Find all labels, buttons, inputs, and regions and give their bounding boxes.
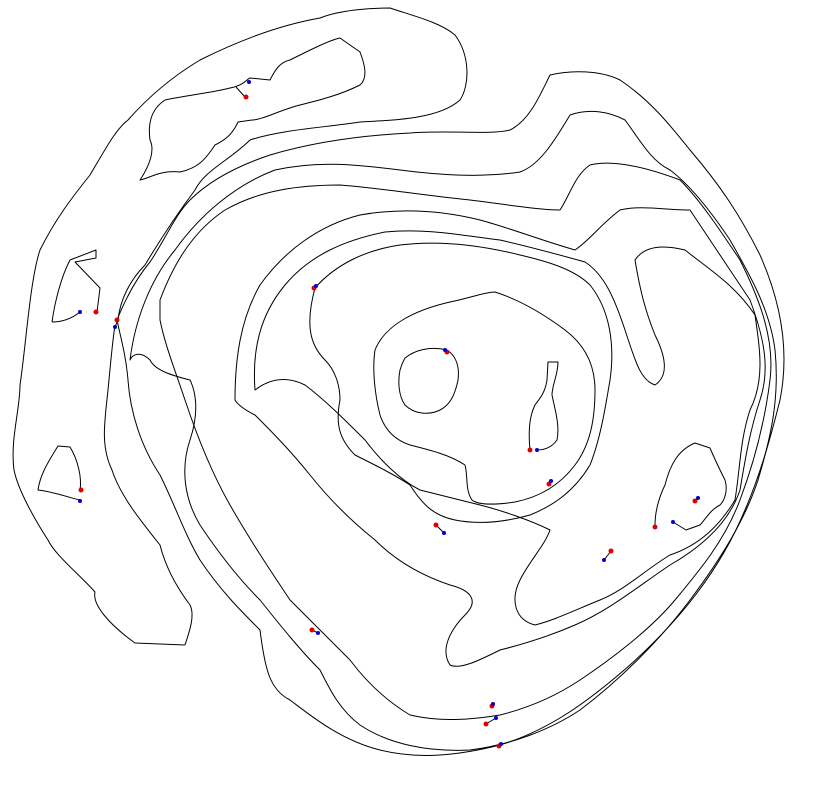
- contour-line-8: [373, 291, 596, 505]
- start-marker: [527, 447, 533, 453]
- end-marker: [314, 284, 318, 288]
- start-marker: [309, 627, 315, 633]
- contour-line-2: [116, 71, 785, 756]
- end-marker: [78, 499, 82, 503]
- end-marker: [491, 702, 495, 706]
- start-marker: [243, 94, 249, 100]
- end-marker: [113, 325, 117, 329]
- contour-line-west-loop-2: [37, 445, 81, 501]
- end-marker: [696, 496, 700, 500]
- start-marker: [483, 721, 489, 727]
- contour-line-6: [253, 230, 761, 626]
- connector-line: [235, 86, 246, 98]
- start-marker: [433, 522, 439, 528]
- contour-line-1: [12, 7, 468, 646]
- contour-line-arm: [139, 37, 366, 181]
- end-marker: [549, 479, 553, 483]
- start-marker: [692, 498, 698, 504]
- contour-line-1-south: [103, 324, 193, 646]
- start-marker: [114, 317, 120, 323]
- end-marker: [499, 742, 503, 746]
- start-marker: [608, 548, 614, 554]
- end-marker: [443, 348, 447, 352]
- end-marker: [442, 531, 446, 535]
- end-marker: [316, 631, 320, 635]
- end-marker: [671, 520, 675, 524]
- contour-line-9: [398, 347, 459, 414]
- contour-line-4: [159, 162, 772, 720]
- end-marker: [602, 558, 606, 562]
- end-marker: [494, 716, 498, 720]
- start-marker: [78, 487, 84, 493]
- contour-line-east-loop: [654, 442, 727, 531]
- contour-line-5: [234, 207, 766, 667]
- end-marker: [247, 80, 251, 84]
- contour-line-inner-east: [528, 361, 559, 451]
- end-marker: [535, 448, 539, 452]
- contour-line-3: [129, 110, 777, 751]
- end-marker: [78, 310, 82, 314]
- contour-line-west-loop-1: [51, 249, 101, 323]
- marker-group: [78, 80, 700, 749]
- contour-line-7: [309, 242, 613, 523]
- start-marker: [93, 309, 99, 315]
- start-marker: [652, 524, 658, 530]
